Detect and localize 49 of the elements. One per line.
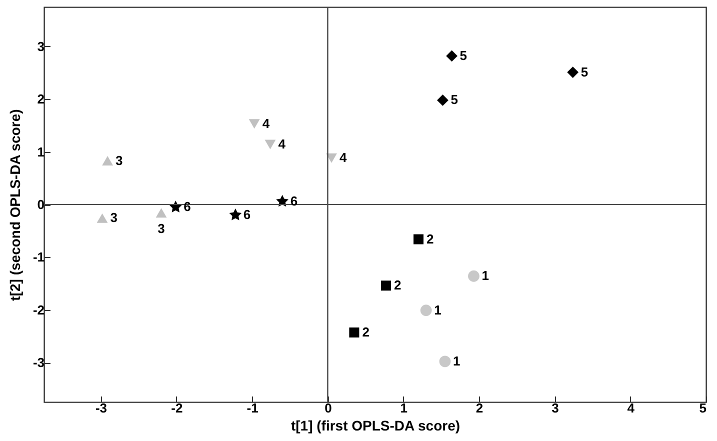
series-label: 3 (158, 220, 165, 236)
text: 5 (450, 92, 458, 108)
x-tick-label: -3 (95, 400, 108, 416)
x-axis-title: t[1] (first OPLS-DA score) (290, 418, 460, 434)
point (248, 119, 260, 129)
text: 1 (434, 302, 442, 318)
point (349, 327, 360, 338)
point (276, 194, 289, 207)
x-tick-label: -1 (246, 400, 258, 416)
text: 2 (394, 278, 402, 293)
x-tick-label: 0 (324, 400, 332, 416)
series-label: 2 (426, 231, 434, 246)
text: 3 (110, 210, 118, 226)
point (567, 66, 579, 78)
x-tick-label: 2 (476, 400, 484, 416)
y-tick-label: -2 (32, 302, 44, 318)
text: 5 (580, 64, 588, 80)
y-tick-label: 0 (37, 197, 44, 212)
x-tick-label: -2 (171, 400, 183, 416)
series-label: 4 (262, 116, 270, 131)
series-label: 6 (243, 207, 251, 222)
text: 4 (278, 136, 286, 152)
text: 3 (116, 152, 123, 168)
x-tick-label: 5 (699, 400, 706, 416)
y-tick-label: -3 (32, 355, 44, 370)
point (437, 94, 448, 106)
text: 1 (452, 353, 460, 368)
point (420, 304, 432, 316)
point (229, 208, 242, 220)
x-tick-label: 4 (627, 400, 636, 416)
point (156, 208, 167, 218)
point (102, 156, 114, 166)
y-tick-label: 2 (37, 92, 44, 107)
point (169, 200, 182, 212)
y-axis-title: t[2] (second OPLS-DA score) (6, 109, 23, 301)
y-tick-label: 3 (37, 39, 44, 54)
point (414, 234, 424, 244)
x-tick-label: 3 (552, 400, 559, 416)
point (96, 213, 108, 223)
series-label: 1 (482, 268, 489, 284)
text: 4 (339, 150, 347, 166)
point (380, 280, 391, 291)
x-tick-label: 1 (400, 400, 408, 416)
text: 2 (362, 324, 370, 340)
point (439, 356, 451, 368)
point (446, 50, 458, 62)
point (264, 140, 276, 150)
series-label: 5 (460, 48, 468, 63)
point (468, 270, 480, 282)
